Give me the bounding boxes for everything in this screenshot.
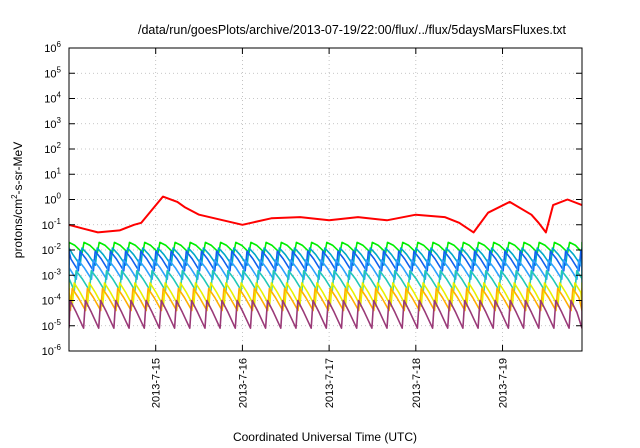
y-axis-label-pre: protons/cm	[11, 199, 25, 258]
y-axis: 10-6 10-5 10-4 10-3 10-2 10-1 100 101 102 103 104 1…	[42, 40, 582, 358]
y-axis-label-post: -s-sr-MeV	[11, 142, 25, 195]
x-tick-label: 2013-7-19	[498, 358, 510, 408]
series-line-2	[69, 247, 582, 266]
y-tick-label: 100	[44, 192, 61, 207]
y-tick-label: 101	[44, 166, 61, 181]
y-axis-label-sup: 2	[10, 194, 19, 199]
series-line-5	[69, 270, 582, 292]
y-tick-label: 103	[44, 116, 61, 131]
series-line-8	[69, 299, 582, 329]
y-axis-label: protons/cm2-s-sr-MeV	[10, 142, 25, 258]
series-line-0	[69, 195, 582, 234]
y-tick-label: 10-3	[42, 267, 62, 282]
y-tick-label: 10-2	[42, 242, 62, 257]
x-tick-label: 2013-7-15	[151, 358, 163, 408]
series-line-3	[69, 250, 582, 272]
x-axis-label: Coordinated Universal Time (UTC)	[233, 430, 417, 444]
series-group	[69, 195, 582, 329]
y-tick-label: 102	[44, 141, 61, 156]
x-tick-label: 2013-7-18	[411, 358, 423, 408]
y-tick-label: 10-1	[42, 217, 62, 232]
series-line-4	[69, 259, 582, 280]
y-tick-label: 105	[44, 65, 61, 80]
chart-title: /data/run/goesPlots/archive/2013-07-19/2…	[138, 23, 567, 37]
x-axis: 2013-7-15 2013-7-16 2013-7-17 2013-7-18 2013…	[151, 48, 510, 408]
y-tick-label: 10-4	[42, 293, 62, 308]
y-tick-label: 104	[44, 91, 61, 106]
y-tick-label: 106	[44, 40, 61, 55]
series-line-1	[69, 241, 582, 254]
y-tick-label: 10-6	[42, 343, 62, 358]
y-tick-label: 10-5	[42, 318, 62, 333]
x-tick-label: 2013-7-16	[237, 358, 249, 408]
x-tick-label: 2013-7-17	[324, 358, 336, 408]
